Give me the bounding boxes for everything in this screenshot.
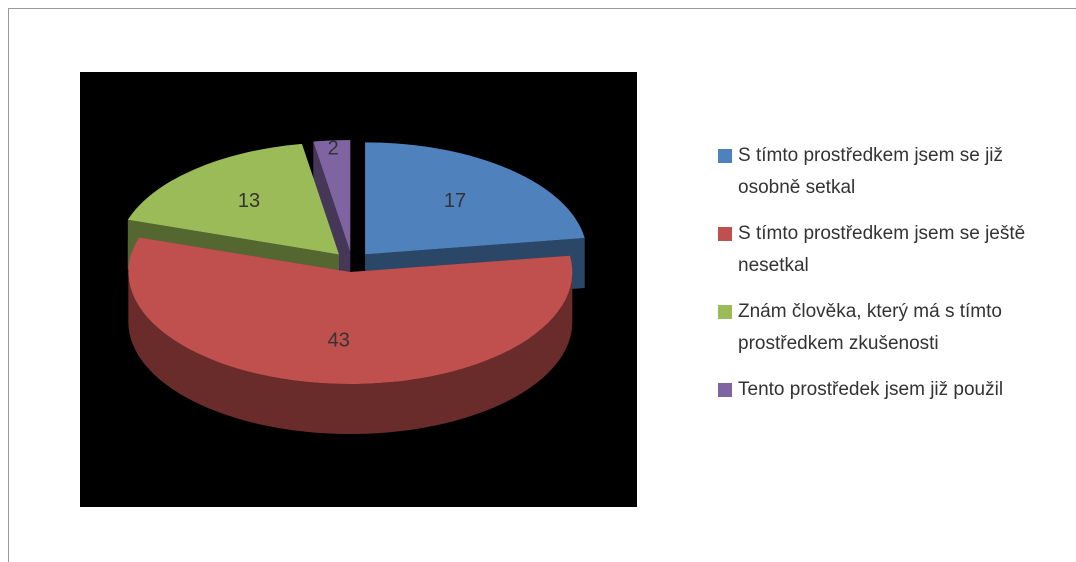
legend-label: S tímto prostředkem jsem se již osobně s… <box>738 145 1004 198</box>
slice <box>365 142 585 255</box>
slice-wall <box>313 141 351 302</box>
slice-rim <box>128 272 573 435</box>
legend-item: S tímto prostředkem jsem se ještě nesetk… <box>718 218 1028 282</box>
data-label: 17 <box>444 190 466 212</box>
legend-item: S tímto prostředkem jsem se již osobně s… <box>718 140 1028 204</box>
legend-label: Tento prostředek jsem již použil <box>738 379 1004 400</box>
chart-frame <box>8 8 1076 562</box>
slice <box>128 237 573 385</box>
legend-swatch <box>718 227 732 241</box>
legend-label: Znám člověka, který má s tímto prostředk… <box>738 301 1002 354</box>
tops <box>127 139 585 385</box>
legend-swatch <box>718 305 732 319</box>
data-label: 43 <box>328 330 350 352</box>
legend-label: S tímto prostředkem jsem se ještě nesetk… <box>738 223 1026 276</box>
data-label: 13 <box>238 190 260 212</box>
legend-swatch <box>718 383 732 397</box>
legend-item: Znám člověka, který má s tímto prostředk… <box>718 296 1028 360</box>
slice <box>313 139 351 252</box>
data-label: 2 <box>328 138 339 160</box>
legend-swatch <box>718 149 732 163</box>
legend-item: Tento prostředek jsem již použil <box>718 374 1028 406</box>
legend: S tímto prostředkem jsem se již osobně s… <box>718 140 1028 420</box>
slice <box>127 143 339 255</box>
